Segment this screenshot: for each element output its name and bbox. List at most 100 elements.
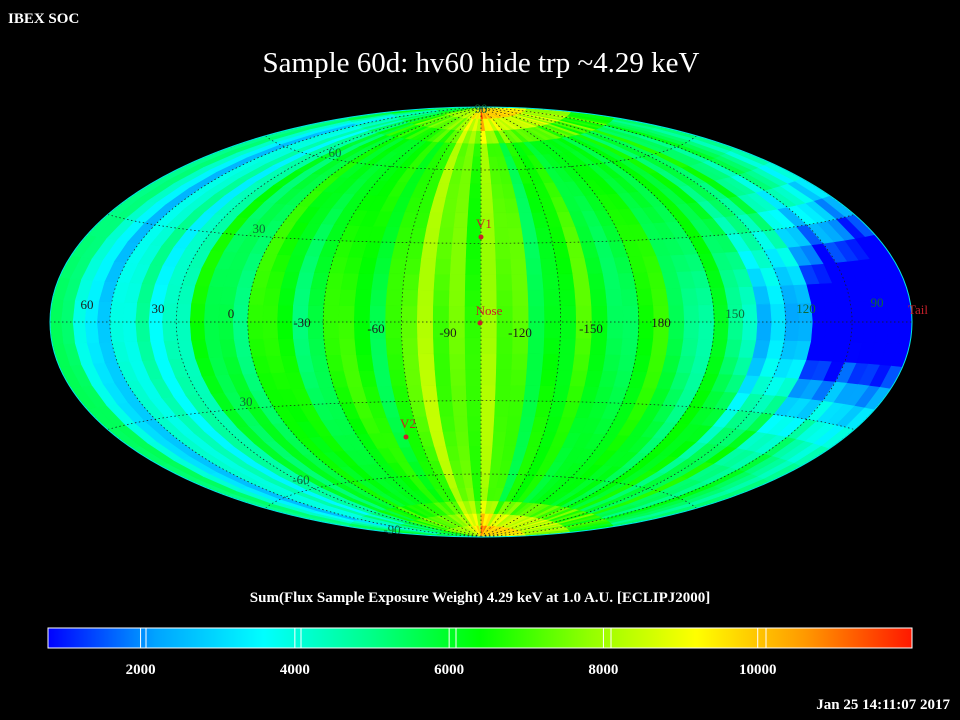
flux-cell [109,301,125,323]
flux-cell [665,287,684,306]
flux-cell [574,289,592,307]
latitude-label: -60 [292,472,309,487]
flux-cell [338,337,357,356]
flux-cell [386,353,405,371]
colorbar-tick-label: 10000 [739,662,777,678]
flux-cell [449,258,467,275]
flux-cell [401,289,419,307]
flux-cell [232,321,250,340]
flux-cell [450,384,468,402]
flux-cell [435,242,453,260]
flux-cell [402,353,421,371]
flux-cell [650,338,669,356]
flux-cell [322,305,340,323]
flux-cell [370,337,388,355]
colorbar-tick-label: 4000 [280,662,310,678]
flux-cell [540,257,558,275]
flux-cell [698,304,715,323]
flux-cell [450,242,468,260]
flux-cell [465,243,482,260]
flux-cell [203,303,221,323]
parallel-line [107,400,855,430]
flux-cell [558,337,577,355]
flux-cell [308,338,327,356]
flux-cell [162,302,178,323]
flux-cell [525,369,543,386]
flux-cell [837,321,853,343]
flux-cell [464,337,482,355]
colorbar-ticks: 2000 4000 6000 8000 10000 [126,628,777,678]
flux-cell [480,243,497,260]
flux-cell [756,321,773,341]
flux-cell [439,212,456,229]
flux-cell [784,321,800,342]
longitude-label: -60 [367,321,384,336]
parallel-line [265,135,697,171]
flux-cell [606,321,624,339]
flux-cell [323,338,342,356]
flux-cell [247,321,264,340]
flux-cell [510,258,528,275]
flux-cell [511,353,529,371]
flux-cell [457,445,471,461]
flux-cell [495,369,513,386]
flux-cell [712,321,730,340]
flux-cell [278,338,297,357]
flux-cell [480,445,494,461]
flux-cell [837,301,853,323]
flux-cell [528,305,546,323]
latitude-label: 30 [240,394,253,409]
longitude-label: 30 [152,301,165,316]
flux-cell [668,321,685,340]
flux-cell [574,337,592,355]
map-title: Sample 60d: hv60 hide trp ~4.29 keV [263,47,700,79]
flux-cell [470,169,482,185]
flux-cell [354,337,373,355]
marker-dot [478,234,484,240]
flux-cell [162,321,178,342]
flux-cell [606,305,624,323]
flux-cell [417,337,435,355]
flux-cell [544,321,561,339]
flux-cell [480,198,495,214]
flux-cell [572,353,591,371]
flux-cell [622,321,640,339]
flux-cell [467,430,482,447]
flux-cell [464,274,482,291]
flux-cell [523,385,541,402]
flux-cell [472,487,482,502]
meridian-line [247,107,482,537]
flux-cell [511,273,529,291]
flux-cell [897,321,912,345]
flux-cell [373,369,393,387]
flux-cell [135,302,151,323]
flux-cell [559,321,577,339]
flux-cell [587,273,606,291]
flux-cell [480,369,497,386]
flux-cell [467,415,482,432]
flux-cell [589,289,608,307]
longitude-labels: 60 30 0 -30 -60 -90 -120 -150 180 150 120 90 [81,295,884,340]
flux-cell [417,273,436,291]
colorbar-gradient [47,627,913,649]
flux-cell [388,369,408,387]
flux-cell [278,287,297,306]
flux-cell [452,227,468,244]
flux-cell [492,430,507,447]
flux-cell [510,369,528,386]
flux-cell [683,304,700,323]
flux-cell [468,445,482,461]
flux-cell [340,354,360,372]
flux-cell [340,272,360,290]
flux-cell [572,273,591,291]
flux-cell [277,321,294,340]
flux-cell [449,274,466,291]
flux-cell [385,289,404,307]
latitude-label: 60 [329,145,342,160]
flux-cell [453,415,469,432]
flux-cell [293,338,312,356]
flux-cell [323,288,342,306]
colorbar-tick-label: 6000 [434,662,464,678]
flux-cell [635,288,654,306]
